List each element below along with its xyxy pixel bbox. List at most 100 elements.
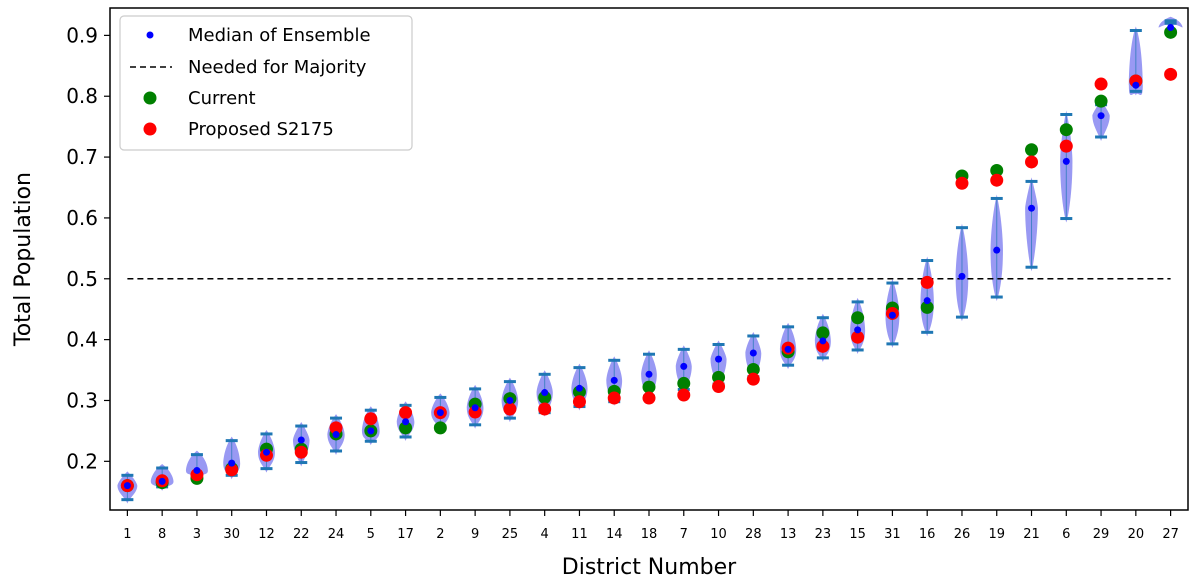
proposed-point: [1025, 155, 1039, 169]
median-point: [262, 448, 270, 456]
x-tick-label: 28: [745, 527, 762, 542]
current-point: [399, 421, 413, 435]
x-tick-label: 30: [223, 527, 240, 542]
y-tick-label: 0.4: [66, 328, 98, 352]
current-point: [1094, 94, 1108, 108]
x-tick-label: 13: [780, 527, 797, 542]
current-point: [433, 421, 447, 435]
x-tick-label: 4: [541, 527, 549, 542]
current-point: [816, 326, 830, 340]
median-point: [819, 337, 827, 345]
x-tick-label: 31: [884, 527, 901, 542]
legend-majority-label: Needed for Majority: [188, 57, 367, 78]
x-tick-label: 24: [328, 527, 345, 542]
x-tick-label: 5: [367, 527, 375, 542]
proposed-point: [1164, 67, 1178, 81]
current-point: [1164, 25, 1178, 39]
median-point: [332, 431, 340, 439]
median-point: [436, 409, 444, 417]
current-point: [677, 376, 691, 390]
median-point: [367, 427, 375, 435]
current-point: [746, 362, 760, 376]
y-tick-label: 0.8: [66, 84, 98, 108]
median-point: [854, 326, 862, 334]
x-tick-label: 27: [1162, 527, 1179, 542]
x-tick-label: 29: [1093, 527, 1110, 542]
y-tick-label: 0.9: [66, 23, 98, 47]
y-axis-ticks: 0.2 0.3 0.4 0.5 0.6 0.7 0.8 0.9: [66, 23, 110, 473]
x-tick-label: 10: [710, 527, 727, 542]
median-point: [158, 477, 166, 485]
x-tick-label: 7: [680, 527, 688, 542]
median-point: [123, 482, 131, 490]
median-point: [958, 272, 966, 280]
x-tick-label: 15: [849, 527, 866, 542]
median-point: [715, 355, 723, 363]
x-axis-ticks: 1 8 3 30 12 22 24 5 17 2 9 25 4 11 14 18 7 10 28 13 23 15 31 16…: [123, 510, 1179, 542]
legend-box: [119, 15, 413, 151]
legend-median-label: Median of Ensemble: [188, 25, 371, 46]
proposed-point: [1094, 77, 1108, 91]
median-point: [749, 349, 757, 357]
proposed-point: [572, 395, 586, 409]
legend-median-marker: [146, 31, 154, 39]
median-point: [680, 362, 688, 370]
median-point: [1097, 112, 1105, 120]
median-point: [610, 376, 618, 384]
proposed-point: [225, 463, 239, 477]
median-point: [784, 345, 792, 353]
median-point: [645, 370, 653, 378]
legend-proposed-marker: [143, 122, 157, 136]
x-tick-label: 25: [502, 527, 519, 542]
median-point: [541, 389, 549, 397]
proposed-point: [399, 406, 413, 420]
x-tick-label: 17: [397, 527, 414, 542]
current-point: [851, 311, 865, 325]
proposed-point: [990, 173, 1004, 187]
median-point: [1062, 157, 1070, 165]
current-point: [712, 370, 726, 384]
median-point: [471, 404, 479, 412]
y-axis-label: Total Population: [11, 172, 36, 347]
x-tick-label: 8: [158, 527, 166, 542]
x-tick-label: 1: [123, 527, 131, 542]
current-point: [1025, 143, 1039, 157]
proposed-point: [642, 391, 656, 405]
current-point: [990, 163, 1004, 177]
proposed-point: [364, 412, 378, 426]
proposed-point: [538, 402, 552, 416]
x-tick-label: 21: [1023, 527, 1040, 542]
x-tick-label: 18: [641, 527, 658, 542]
legend-current-label: Current: [188, 88, 256, 109]
proposed-point: [503, 402, 517, 416]
y-tick-label: 0.6: [66, 206, 98, 230]
median-point: [402, 418, 410, 426]
proposed-point: [329, 421, 343, 435]
proposed-point: [920, 275, 934, 289]
median-point: [993, 246, 1001, 254]
x-tick-label: 3: [193, 527, 201, 542]
proposed-point: [851, 330, 865, 344]
y-tick-label: 0.2: [66, 449, 98, 473]
legend-current-marker: [143, 91, 157, 105]
median-point: [1167, 23, 1175, 31]
proposed-point: [294, 445, 308, 459]
proposed-point: [607, 391, 621, 405]
x-tick-label: 14: [606, 527, 623, 542]
x-tick-label: 19: [988, 527, 1005, 542]
current-point: [642, 380, 656, 394]
proposed-point: [746, 372, 760, 386]
x-tick-label: 9: [471, 527, 479, 542]
median-point: [1132, 81, 1140, 89]
median-point: [506, 396, 514, 404]
legend-proposed-label: Proposed S2175: [188, 119, 334, 140]
x-tick-label: 12: [258, 527, 275, 542]
x-tick-label: 6: [1062, 527, 1070, 542]
x-tick-label: 11: [571, 527, 588, 542]
x-tick-label: 26: [954, 527, 971, 542]
median-point: [297, 436, 305, 444]
y-tick-label: 0.7: [66, 145, 98, 169]
x-tick-label: 23: [815, 527, 832, 542]
proposed-point: [955, 176, 969, 190]
